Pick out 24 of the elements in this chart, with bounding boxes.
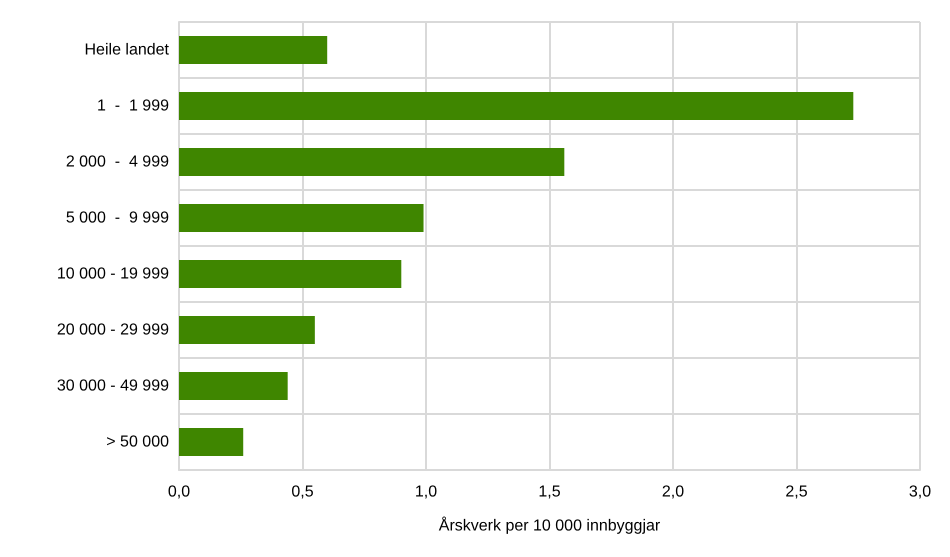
x-axis-title: Årskverk per 10 000 innbyggjar (438, 516, 661, 534)
x-tick-label: 1,5 (538, 484, 561, 500)
x-tick-label: 0,5 (291, 484, 314, 500)
x-tick-label: 0,0 (168, 484, 190, 500)
x-tick-label: 2,5 (785, 484, 808, 500)
x-tick-label: 1,0 (414, 484, 438, 500)
y-tick-label: 20 000 - 29 999 (56, 322, 170, 338)
bar (179, 204, 424, 232)
bar (179, 372, 288, 400)
y-tick-label: 2 000 - 4 999 (66, 154, 170, 170)
bar (179, 92, 854, 120)
bar (179, 36, 328, 64)
x-tick-label: 3,0 (908, 484, 932, 500)
y-tick-label: > 50 000 (106, 434, 170, 450)
bar (179, 148, 564, 176)
y-tick-label: 10 000 - 19 999 (56, 266, 170, 282)
x-tick-label: 2,0 (662, 484, 684, 500)
y-tick-label: 5 000 - 9 999 (66, 210, 170, 226)
bar (179, 428, 244, 456)
bar (179, 316, 315, 344)
y-tick-label: Heile landet (84, 42, 170, 58)
y-tick-label: 1 - 1 999 (96, 98, 170, 114)
bar (179, 260, 402, 288)
y-tick-label: 30 000 - 49 999 (56, 378, 170, 394)
